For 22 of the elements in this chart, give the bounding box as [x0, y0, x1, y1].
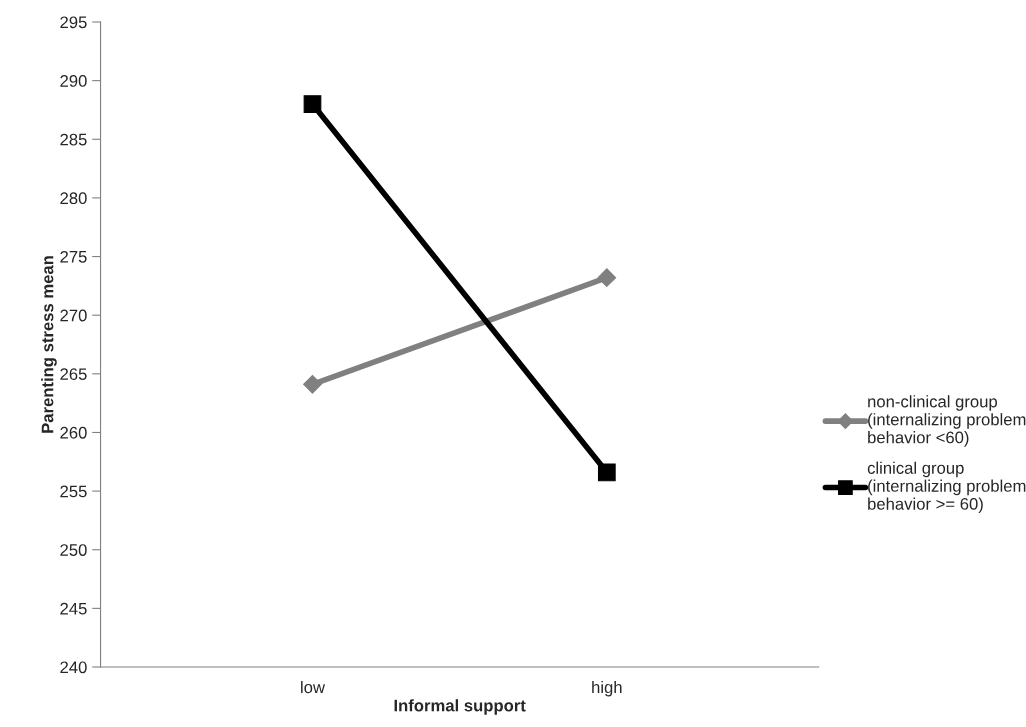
point — [303, 375, 322, 394]
y-tick-label: 250 — [60, 544, 87, 556]
x-tick-label: low — [301, 680, 326, 694]
point — [597, 463, 616, 482]
y-tick-label: 295 — [60, 16, 87, 29]
y-tick-label: 285 — [60, 133, 87, 146]
point — [597, 268, 617, 288]
y-tick-label: 260 — [60, 426, 87, 439]
y-tick-label: 290 — [60, 75, 87, 87]
y-tick-label: 245 — [60, 602, 87, 615]
legend-label: non-clinical group (internalizing problem behavior <60) — [868, 395, 1026, 447]
x-axis-title: Informal support — [394, 699, 526, 715]
y-tick-label: 275 — [60, 250, 87, 263]
y-tick-label: 240 — [60, 661, 87, 674]
y-tick-label: 265 — [60, 368, 87, 381]
y-tick-label: 255 — [60, 485, 87, 498]
point — [303, 95, 322, 113]
y-axis-title: Parenting stress mean — [41, 256, 57, 433]
y-tick-label: 270 — [60, 309, 87, 322]
legend-label: clinical group (internalizing problem behavior >= 60) — [867, 461, 1026, 514]
x-tick-label: high — [592, 680, 622, 697]
y-tick-label: 280 — [60, 192, 87, 205]
